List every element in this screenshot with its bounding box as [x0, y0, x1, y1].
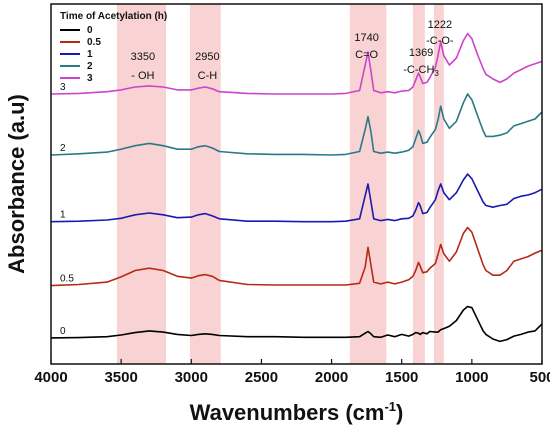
series-offset-labels: 0 0.5 1 2 3	[60, 82, 74, 337]
offset-label-3: 3	[60, 82, 66, 93]
band-label-group-1369: -C-CH3	[403, 64, 439, 78]
band-1369	[412, 4, 425, 364]
series-line-0.5	[50, 226, 543, 287]
band-label-group-1222: -C-O-	[426, 35, 454, 47]
band-label-number-1369: 1369	[409, 47, 433, 59]
legend-label-2: 2	[87, 61, 93, 72]
x-tick-label-1500: 1500	[385, 369, 418, 386]
legend-label-1: 1	[87, 49, 93, 60]
band-label-group-2950: C-H	[198, 70, 218, 82]
x-tick-label-4000: 4000	[34, 369, 67, 386]
band-highlights	[116, 4, 444, 364]
series-line-1	[50, 173, 543, 223]
legend-label-3: 3	[87, 73, 93, 84]
band-label-group-1740: C=O	[355, 49, 378, 61]
plot-frame	[50, 3, 543, 365]
x-axis-title-superscript: -1	[384, 399, 396, 414]
series-line-0	[50, 305, 543, 343]
band-label-number-3350: 3350	[131, 51, 155, 63]
band-label-group-3350: - OH	[131, 70, 154, 82]
band-labels: 3350 - OH 2950 C-H 1740 C=O 1369 -C-CH3 1222 -C-O…	[131, 19, 454, 82]
x-axis-title-close: )	[396, 400, 403, 425]
x-tick-label-1000: 1000	[455, 369, 488, 386]
spectra-lines	[50, 32, 543, 343]
series-line-3	[50, 32, 543, 95]
offset-label-0.5: 0.5	[60, 274, 74, 285]
x-tick-label-500: 500	[529, 369, 550, 386]
band-label-number-2950: 2950	[195, 51, 219, 63]
x-tick-label-2500: 2500	[245, 369, 278, 386]
x-tick-label-3000: 3000	[175, 369, 208, 386]
legend-label-0.5: 0.5	[87, 37, 101, 48]
x-axis-title: Wavenumbers (cm-1)	[190, 399, 404, 425]
legend-label-0: 0	[87, 25, 93, 36]
x-tick-label-3500: 3500	[104, 369, 137, 386]
band-label-number-1740: 1740	[354, 32, 378, 44]
band-label-subscript-1369: 3	[434, 69, 439, 78]
offset-label-2: 2	[60, 143, 66, 154]
offset-label-0: 0	[60, 326, 66, 337]
band-label-number-1222: 1222	[428, 19, 452, 31]
x-axis-ticks: 4000 3500 3000 2500 2000 1500 1000 500	[34, 359, 550, 386]
y-axis-title: Absorbance (a.u)	[4, 94, 29, 274]
series-line-2	[50, 93, 543, 156]
band-3350	[116, 4, 167, 364]
offset-label-1: 1	[60, 210, 66, 221]
band-2950	[189, 4, 221, 364]
legend-title: Time of Acetylation (h)	[60, 11, 167, 22]
x-axis-title-text: Wavenumbers (cm	[190, 400, 385, 425]
x-tick-label-2000: 2000	[315, 369, 348, 386]
band-1222	[433, 4, 444, 364]
